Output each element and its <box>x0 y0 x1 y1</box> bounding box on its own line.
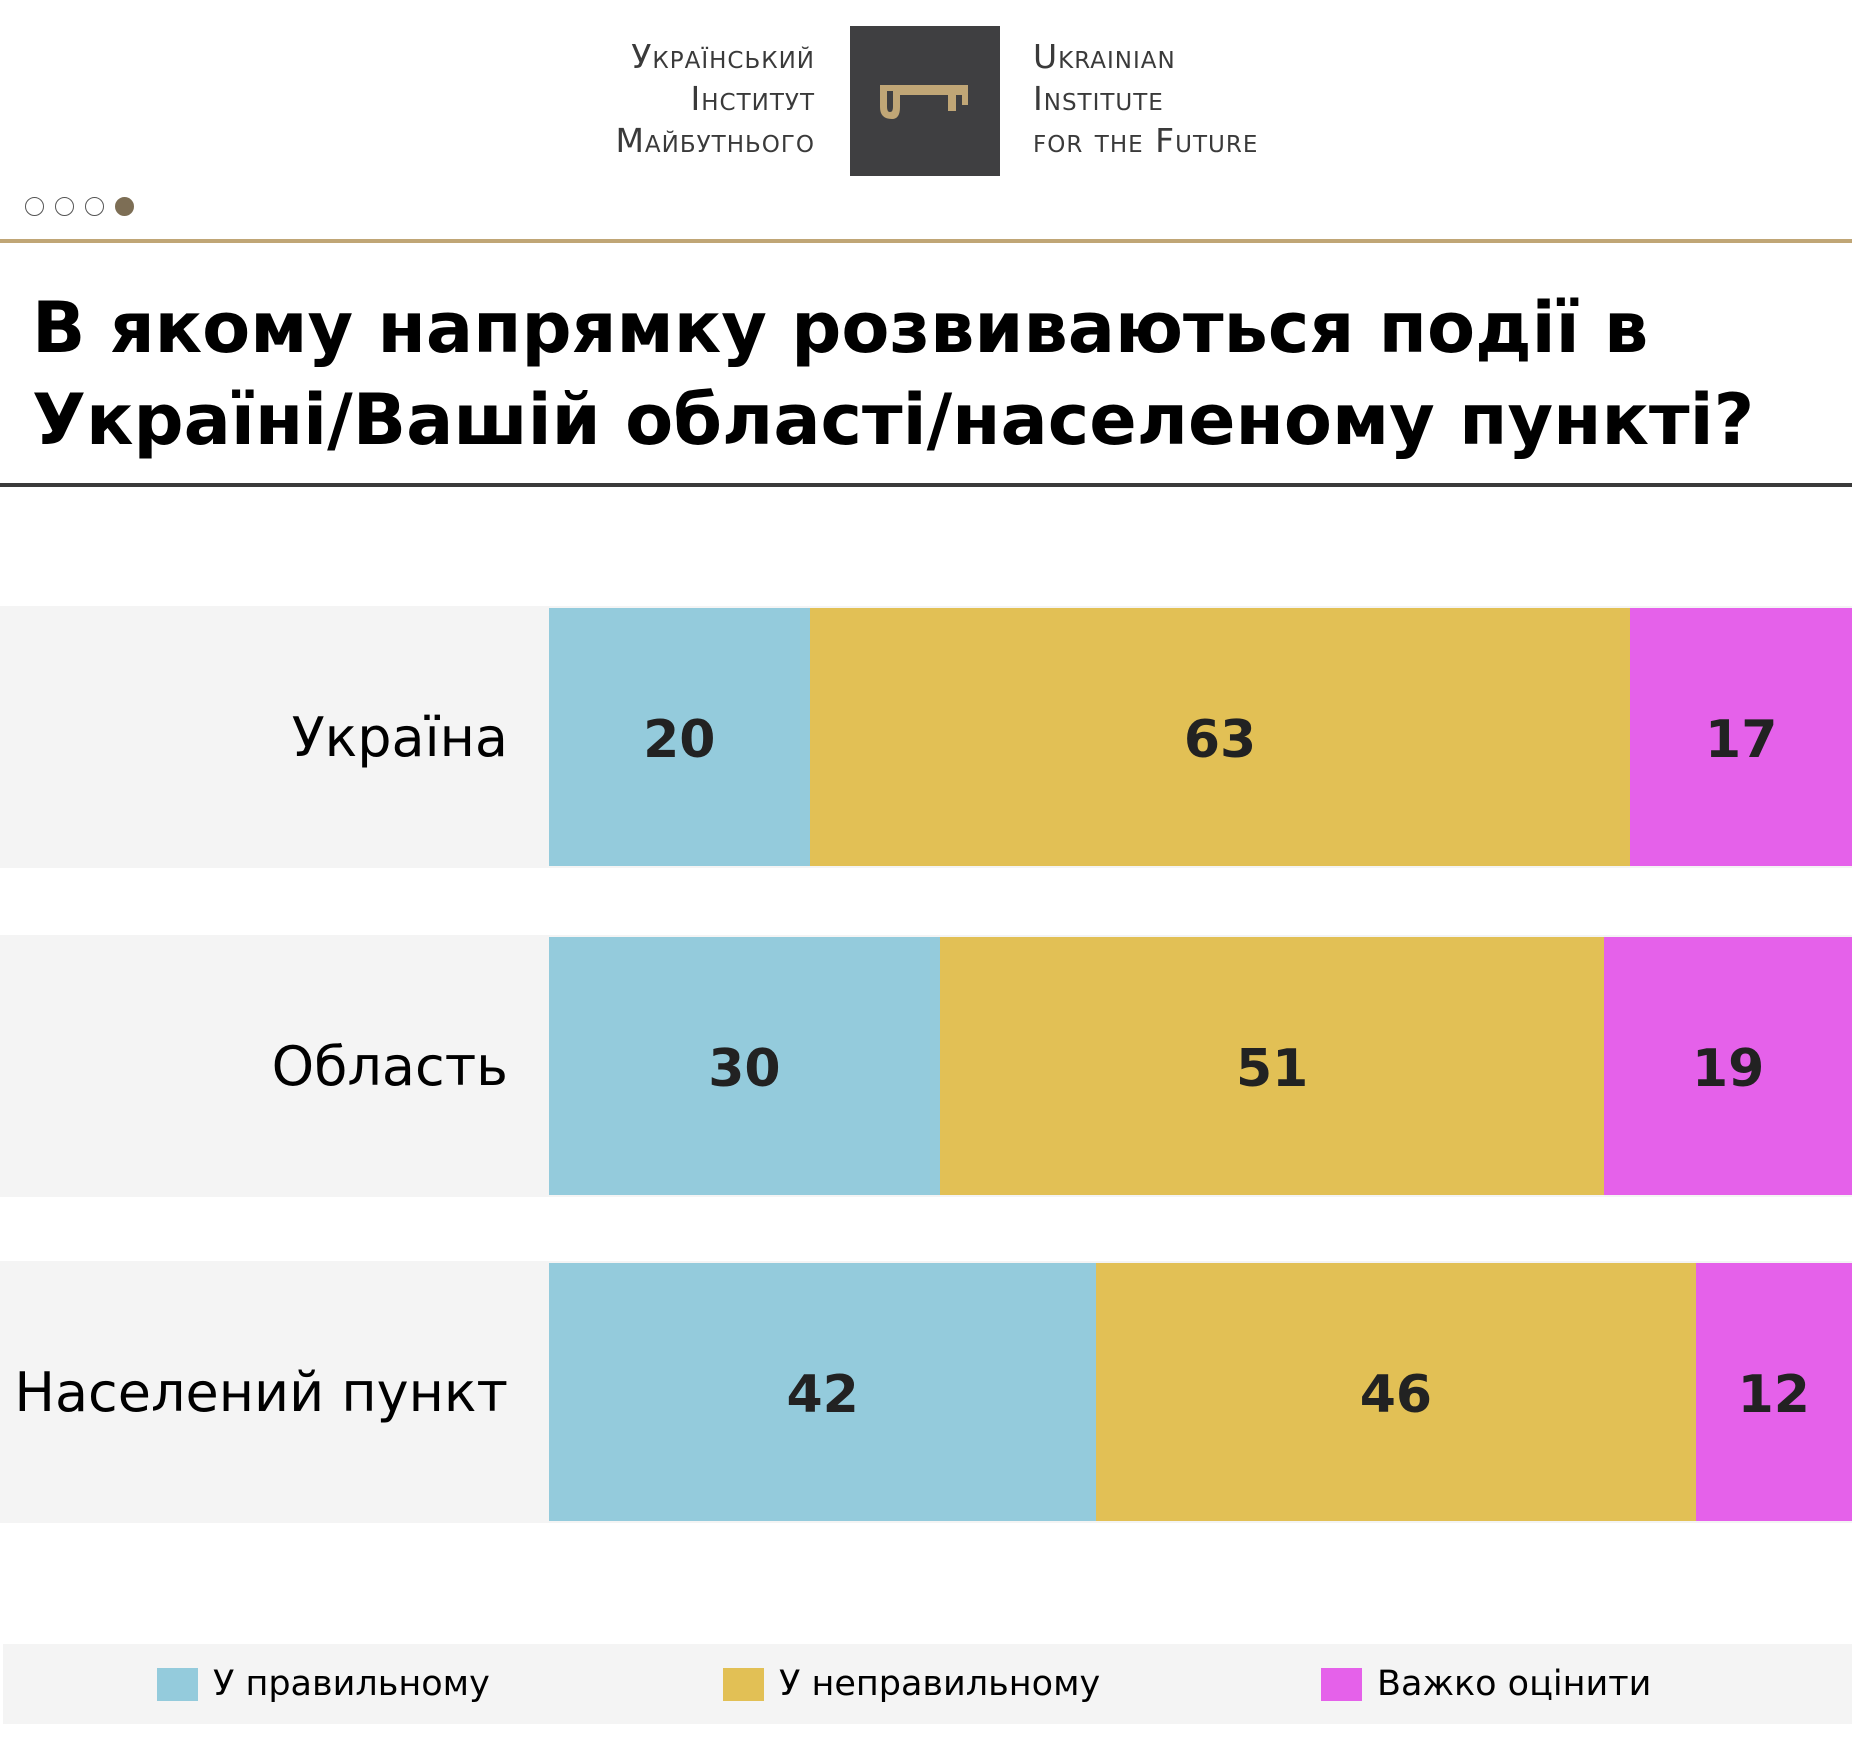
pagination-dot[interactable] <box>85 197 104 216</box>
pagination-dot[interactable] <box>25 197 44 216</box>
data-label: 12 <box>1737 1365 1810 1425</box>
bar-segment: 12 <box>1695 1263 1852 1521</box>
stacked-bar: 42 46 12 <box>549 1263 1852 1521</box>
data-label: 42 <box>786 1365 859 1425</box>
divider <box>0 483 1852 487</box>
legend-item: Важко оцінити <box>1321 1644 1651 1724</box>
pagination-dot[interactable] <box>115 197 134 216</box>
logo-ua-line: Майбутнього <box>615 121 815 160</box>
pagination-dot[interactable] <box>55 197 74 216</box>
data-label: 20 <box>643 710 716 770</box>
data-label: 46 <box>1359 1365 1433 1425</box>
bar-segment: 51 <box>939 937 1605 1195</box>
category-label: Україна <box>291 705 508 769</box>
data-label: 17 <box>1705 710 1778 770</box>
logo-en-line: for the Future <box>1033 121 1259 160</box>
chart-row: Населений пункт 42 46 12 <box>0 1261 1852 1523</box>
pagination-dots <box>25 197 134 216</box>
chart-title: В якому напрямку розвиваються події в Ук… <box>32 282 1754 466</box>
logo-en-line: Ukrainian <box>1033 37 1176 76</box>
logo-en-line: Institute <box>1033 79 1164 118</box>
bar-segment: 46 <box>1096 1263 1696 1521</box>
bar-segment: 30 <box>549 937 940 1195</box>
logo-ua-text: Український Інститут Майбутнього <box>615 36 815 162</box>
bar-segment: 42 <box>549 1263 1097 1521</box>
data-label: 51 <box>1235 1039 1309 1099</box>
chart-row: Україна 20 63 17 <box>0 606 1852 868</box>
legend-swatch <box>1321 1667 1362 1701</box>
key-icon <box>880 85 968 119</box>
legend-item: У правильному <box>157 1644 490 1724</box>
legend-swatch <box>723 1667 764 1701</box>
logo-en-text: Ukrainian Institute for the Future <box>1033 36 1258 162</box>
divider <box>0 239 1852 243</box>
stacked-bar: 30 51 19 <box>549 937 1852 1195</box>
legend-label: Важко оцінити <box>1377 1664 1652 1704</box>
chart-row: Область 30 51 19 <box>0 935 1852 1197</box>
bar-segment: 19 <box>1604 937 1852 1195</box>
title-line: В якому напрямку розвиваються події в <box>32 287 1649 369</box>
category-label: Населений пункт <box>14 1360 508 1424</box>
stacked-bar: 20 63 17 <box>549 608 1852 866</box>
logo-ua-line: Український <box>631 37 815 76</box>
legend-swatch <box>157 1667 198 1701</box>
legend: У правильному У неправильному Важко оцінит… <box>3 1644 1852 1724</box>
logo-ua-line: Інститут <box>690 79 815 118</box>
data-label: 30 <box>708 1039 781 1099</box>
data-label: 63 <box>1183 710 1257 770</box>
title-line: Україні/Вашій області/населеному пункті? <box>32 379 1755 461</box>
legend-item: У неправильному <box>723 1644 1100 1724</box>
category-label: Область <box>271 1034 508 1098</box>
data-label: 19 <box>1692 1039 1765 1099</box>
legend-label: У правильному <box>213 1664 490 1704</box>
bar-segment: 63 <box>809 608 1631 866</box>
bar-segment: 17 <box>1630 608 1852 866</box>
legend-label: У неправильному <box>779 1664 1101 1704</box>
bar-segment: 20 <box>549 608 810 866</box>
logo <box>850 26 1000 176</box>
